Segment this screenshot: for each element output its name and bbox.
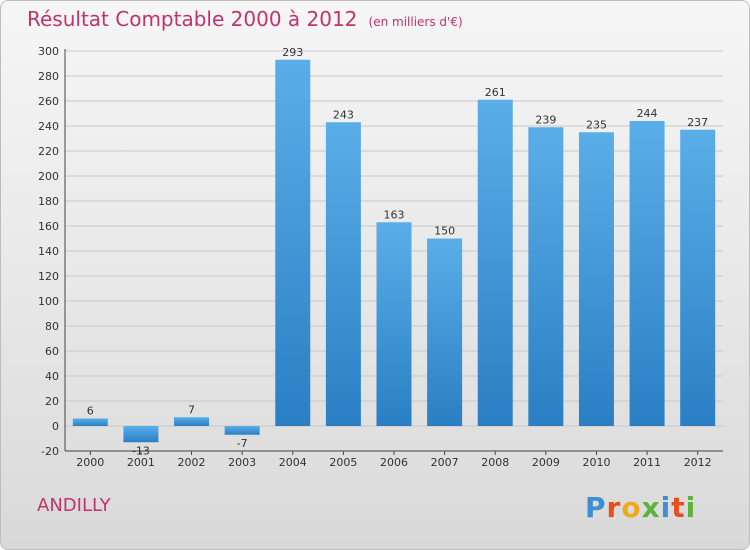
x-tick-label-2000: 2000 [76, 456, 104, 469]
value-labels: 6 -13 7 -7 293 243 163 150 261 239 235 244 237 [87, 46, 708, 458]
value-label-2007: 150 [434, 225, 455, 238]
proxiti-logo[interactable]: Proxiti [585, 491, 696, 524]
y-tick-label: 80 [45, 320, 59, 333]
commune-name: ANDILLY [37, 495, 111, 516]
value-label-2011: 244 [637, 107, 658, 120]
x-tick-label-2004: 2004 [279, 456, 307, 469]
bar-2005 [325, 122, 361, 426]
title-text: Résultat Comptable 2000 à 2012 [27, 7, 358, 31]
y-tick-label: -20 [41, 445, 59, 458]
x-tick-label-2007: 2007 [431, 456, 459, 469]
x-tick-label-2001: 2001 [127, 456, 155, 469]
logo-letter: x [641, 491, 661, 524]
bar-2012 [680, 129, 716, 426]
bars [72, 59, 716, 443]
logo-letter: i [685, 491, 697, 524]
chart-title: Résultat Comptable 2000 à 2012 (en milli… [27, 7, 463, 31]
y-tick-label: 240 [38, 120, 59, 133]
y-tick-label: 220 [38, 145, 59, 158]
y-tick-label: 300 [38, 45, 59, 58]
bar-2009 [528, 127, 564, 426]
x-tick-label-2003: 2003 [228, 456, 256, 469]
bar-2002 [174, 417, 210, 426]
x-tick-label-2012: 2012 [684, 456, 712, 469]
bar-2007 [427, 238, 463, 426]
value-label-2000: 6 [87, 405, 94, 418]
bar-2006 [376, 222, 412, 426]
value-label-2003: -7 [237, 437, 248, 450]
y-tick-label: 280 [38, 70, 59, 83]
value-label-2004: 293 [282, 46, 303, 59]
y-tick-label: 120 [38, 270, 59, 283]
y-tick-label: 260 [38, 95, 59, 108]
logo-letter: r [606, 491, 622, 524]
axes: -20 0 20 40 60 80 100 120 140 160 180 200 220 240 260 2… [38, 45, 723, 469]
bar-2003 [224, 426, 260, 435]
bar-2001 [123, 426, 159, 443]
logo-letter: t [671, 491, 686, 524]
y-tick-label: 100 [38, 295, 59, 308]
bar-2000 [72, 418, 108, 426]
value-label-2005: 243 [333, 108, 354, 121]
bar-2010 [578, 132, 614, 426]
y-tick-label: 20 [45, 395, 59, 408]
bar-2004 [275, 59, 311, 426]
logo-letter: i [660, 491, 672, 524]
y-tick-label: 200 [38, 170, 59, 183]
x-tick-label-2008: 2008 [481, 456, 509, 469]
value-label-2001: -13 [132, 444, 150, 457]
y-tick-label: 180 [38, 195, 59, 208]
value-label-2010: 235 [586, 118, 607, 131]
x-tick-label-2006: 2006 [380, 456, 408, 469]
value-label-2008: 261 [485, 86, 506, 99]
y-tick-label: 40 [45, 370, 59, 383]
y-tick-label: 0 [52, 420, 59, 433]
x-tick-label-2009: 2009 [532, 456, 560, 469]
bar-2011 [629, 121, 665, 426]
y-tick-label: 160 [38, 220, 59, 233]
y-tick-label: 60 [45, 345, 59, 358]
value-label-2012: 237 [687, 116, 708, 129]
logo-letter: o [621, 491, 642, 524]
x-tick-label-2005: 2005 [329, 456, 357, 469]
value-label-2006: 163 [384, 208, 405, 221]
x-tick-label-2002: 2002 [178, 456, 206, 469]
logo-letter: P [585, 491, 607, 524]
value-label-2002: 7 [188, 403, 195, 416]
y-tick-label: 140 [38, 245, 59, 258]
x-tick-label-2011: 2011 [633, 456, 661, 469]
value-label-2009: 239 [535, 113, 556, 126]
bar-2008 [477, 99, 513, 426]
title-unit: (en milliers d'€) [368, 15, 463, 29]
x-tick-label-2010: 2010 [582, 456, 610, 469]
